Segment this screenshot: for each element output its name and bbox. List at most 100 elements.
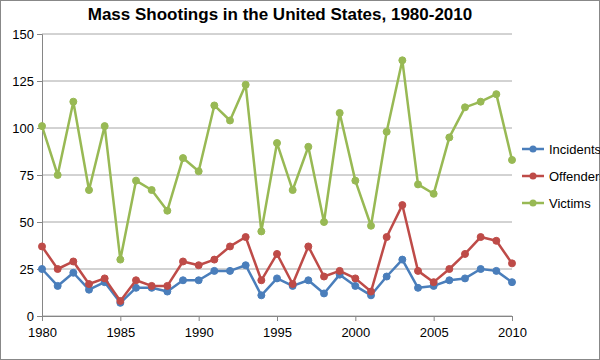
- series-marker: [477, 234, 484, 241]
- series-marker: [242, 262, 249, 269]
- series-marker: [462, 275, 469, 282]
- y-tick-mark: [37, 81, 42, 82]
- series-marker: [211, 256, 218, 263]
- series-marker: [321, 219, 328, 226]
- series-marker: [415, 284, 422, 291]
- x-tick-label: 1985: [106, 325, 135, 340]
- x-axis: 1980198519901995200020052010: [28, 316, 527, 340]
- legend-entry: Incidents: [522, 142, 600, 157]
- y-tick-label: 0: [27, 309, 34, 324]
- x-tick-mark: [42, 316, 43, 321]
- grid-line: [42, 81, 512, 82]
- series-marker: [54, 172, 61, 179]
- legend-entry: Victims: [522, 196, 591, 211]
- y-tick: 100: [12, 121, 42, 136]
- series-marker: [352, 275, 359, 282]
- series-marker: [39, 123, 46, 130]
- x-axis-line: [43, 317, 513, 322]
- series-marker: [70, 258, 77, 265]
- y-axis-line: [37, 35, 43, 317]
- series-line: [42, 60, 512, 259]
- x-tick-label: 1990: [185, 325, 214, 340]
- grid-line: [42, 128, 512, 129]
- y-tick-label: 100: [12, 121, 34, 136]
- series-marker: [415, 181, 422, 188]
- chart-title: Mass Shootings in the United States, 198…: [88, 5, 473, 24]
- series-marker: [430, 279, 437, 286]
- series-marker: [399, 256, 406, 263]
- series-marker: [39, 266, 46, 273]
- grid: [42, 34, 512, 316]
- series-marker: [415, 267, 422, 274]
- series-marker: [368, 288, 375, 295]
- series-marker: [274, 140, 281, 147]
- grid-line: [42, 34, 512, 35]
- series-marker: [446, 134, 453, 141]
- x-tick-label: 2000: [341, 325, 370, 340]
- series-marker: [336, 267, 343, 274]
- series-line: [42, 260, 512, 303]
- series-marker: [352, 177, 359, 184]
- series-marker: [368, 222, 375, 229]
- series-marker: [477, 98, 484, 105]
- series-marker: [227, 117, 234, 124]
- series-marker: [101, 123, 108, 130]
- x-tick-mark: [355, 316, 356, 321]
- legend-label: Offenders: [549, 169, 600, 184]
- series-marker: [101, 275, 108, 282]
- y-tick-label: 50: [20, 215, 34, 230]
- series-marker: [305, 243, 312, 250]
- series-marker: [289, 281, 296, 288]
- x-tick: 1985: [106, 316, 135, 340]
- legend-marker: [530, 200, 537, 207]
- series-marker: [227, 267, 234, 274]
- series-marker: [86, 281, 93, 288]
- x-tick: 2000: [341, 316, 370, 340]
- series-marker: [258, 228, 265, 235]
- series-marker: [336, 109, 343, 116]
- y-tick: 75: [20, 168, 42, 183]
- series-marker: [180, 258, 187, 265]
- series-marker: [70, 98, 77, 105]
- series-marker: [462, 250, 469, 257]
- plot-area: 0255075100125150198019851990199520002005…: [12, 27, 527, 340]
- series-marker: [493, 91, 500, 98]
- series-marker: [383, 234, 390, 241]
- y-tick: 125: [12, 74, 42, 89]
- series-marker: [321, 290, 328, 297]
- series-marker: [258, 292, 265, 299]
- series-marker: [148, 187, 155, 194]
- series-marker: [133, 277, 140, 284]
- grid-line: [42, 222, 512, 223]
- y-tick-label: 75: [20, 168, 34, 183]
- x-tick-mark: [199, 316, 200, 321]
- series-marker: [305, 277, 312, 284]
- series-marker: [133, 177, 140, 184]
- series-marker: [54, 282, 61, 289]
- y-tick: 150: [12, 27, 42, 42]
- series-marker: [211, 267, 218, 274]
- y-tick-label: 125: [12, 74, 34, 89]
- series-marker: [383, 128, 390, 135]
- series: [39, 57, 516, 263]
- series-marker: [180, 155, 187, 162]
- series-marker: [430, 190, 437, 197]
- series-marker: [477, 266, 484, 273]
- x-tick-mark: [512, 316, 513, 321]
- y-tick: 0: [27, 309, 42, 324]
- series-marker: [242, 234, 249, 241]
- series: [39, 202, 516, 305]
- chart-svg: Mass Shootings in the United States, 198…: [0, 0, 600, 360]
- series-marker: [509, 156, 516, 163]
- series-marker: [446, 277, 453, 284]
- series-marker: [211, 102, 218, 109]
- x-tick-label: 1995: [263, 325, 292, 340]
- x-tick: 1980: [28, 316, 57, 340]
- x-tick: 1995: [263, 316, 292, 340]
- series-marker: [493, 267, 500, 274]
- x-tick-mark: [434, 316, 435, 321]
- x-tick: 2005: [420, 316, 449, 340]
- y-tick-mark: [37, 316, 42, 317]
- x-tick-mark: [120, 316, 121, 321]
- series-marker: [321, 273, 328, 280]
